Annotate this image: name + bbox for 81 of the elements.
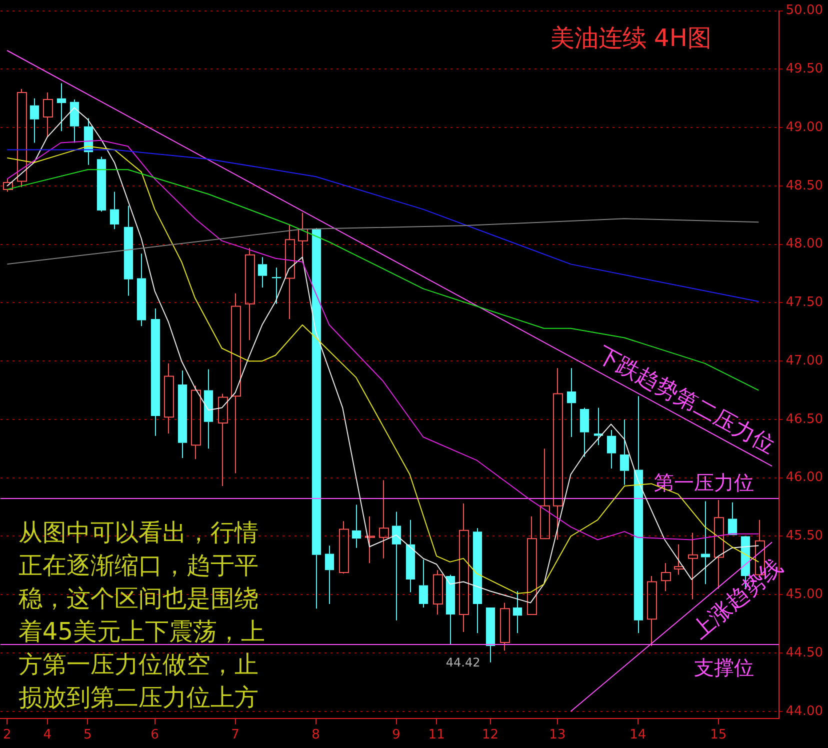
candlestick xyxy=(298,212,308,262)
candlestick xyxy=(620,418,630,486)
candlestick xyxy=(204,368,214,450)
candlestick xyxy=(406,519,416,593)
candlestick xyxy=(472,528,482,634)
y-tick-label: 47.00 xyxy=(786,353,823,368)
candlestick xyxy=(191,385,201,460)
candlestick xyxy=(580,407,590,458)
y-tick-label: 45.50 xyxy=(786,528,823,544)
candlestick xyxy=(606,429,616,470)
x-tick-label: 6 xyxy=(150,728,159,743)
candlestick xyxy=(661,562,671,592)
candlestick xyxy=(150,308,160,436)
x-tick-label: 2 xyxy=(2,728,12,743)
candlestick xyxy=(500,602,510,652)
candlestick xyxy=(136,253,146,327)
x-tick-label: 4 xyxy=(43,728,52,743)
y-tick-label: 46.50 xyxy=(786,412,823,427)
candlestick xyxy=(700,500,710,585)
x-tick-label: 9 xyxy=(392,728,400,743)
ref-line-label: 支撑位 xyxy=(694,656,754,680)
y-tick-label: 50.00 xyxy=(786,3,823,18)
candlestick xyxy=(433,570,443,615)
x-tick-label: 11 xyxy=(428,728,445,743)
candlestick xyxy=(688,532,698,600)
candlestick xyxy=(634,396,644,634)
candlestick xyxy=(527,516,537,615)
candlestick xyxy=(339,520,349,574)
candlestick xyxy=(486,607,496,663)
annotation: 44.42 xyxy=(446,655,480,670)
annotation: 从图中可以看出，行情正在逐渐缩口，趋于平稳，这个区间也是围绕着45美元上下震荡，上方第一压力位做空，止损放到第二压力位上方 xyxy=(18,518,265,712)
candlestick xyxy=(312,227,322,610)
text: 下跌趋势第二压力位 xyxy=(592,342,779,459)
y-tick-label: 47.50 xyxy=(786,295,823,310)
ref-line-label: 第一压力位 xyxy=(654,470,754,494)
candlestick xyxy=(379,480,389,559)
candlestick xyxy=(124,205,134,296)
candlestick xyxy=(647,575,657,647)
y-tick-label: 45.00 xyxy=(786,587,823,602)
candlestick xyxy=(218,393,228,487)
x-tick-label: 13 xyxy=(549,728,566,743)
y-tick-label: 44.50 xyxy=(786,645,823,660)
x-tick-label: 12 xyxy=(482,728,499,743)
candlestick xyxy=(365,516,375,564)
candlestick xyxy=(540,448,550,540)
candlestick xyxy=(30,98,40,144)
candlestick xyxy=(352,504,362,548)
y-tick-label: 48.00 xyxy=(786,236,823,252)
candlestick xyxy=(714,500,724,590)
candlestick xyxy=(446,574,456,646)
x-tick-label: 14 xyxy=(630,728,646,743)
candlestick xyxy=(17,88,27,188)
candlestick xyxy=(70,99,80,144)
candlestick xyxy=(674,544,684,576)
y-tick-label: 48.50 xyxy=(786,178,823,194)
y-tick-label: 44.00 xyxy=(786,704,823,719)
y-tick-label: 49.00 xyxy=(786,120,823,135)
candlestick xyxy=(553,368,563,540)
x-tick-label: 8 xyxy=(312,728,320,743)
x-tick-label: 5 xyxy=(84,728,92,743)
y-tick-label: 49.50 xyxy=(786,62,823,77)
candlestick xyxy=(245,247,255,341)
candlestick xyxy=(43,92,53,138)
candlestick xyxy=(566,368,576,438)
candlestick xyxy=(459,503,469,632)
candlestick xyxy=(324,545,334,604)
candlestick xyxy=(728,502,738,536)
text: 美油连续 4H图 xyxy=(550,24,712,52)
candlestick xyxy=(392,511,402,621)
candlestick xyxy=(418,559,428,608)
candlestick xyxy=(178,370,188,459)
candlestick xyxy=(285,224,295,320)
x-tick-label: 7 xyxy=(231,728,240,743)
candlestick xyxy=(258,256,268,288)
candlestick xyxy=(512,590,522,634)
candlestick xyxy=(164,362,174,434)
candlestick xyxy=(231,292,241,474)
candlestick xyxy=(56,82,66,132)
y-tick-label: 46.00 xyxy=(786,470,823,486)
x-tick-label: 15 xyxy=(710,728,727,743)
candlestick xyxy=(110,191,120,230)
